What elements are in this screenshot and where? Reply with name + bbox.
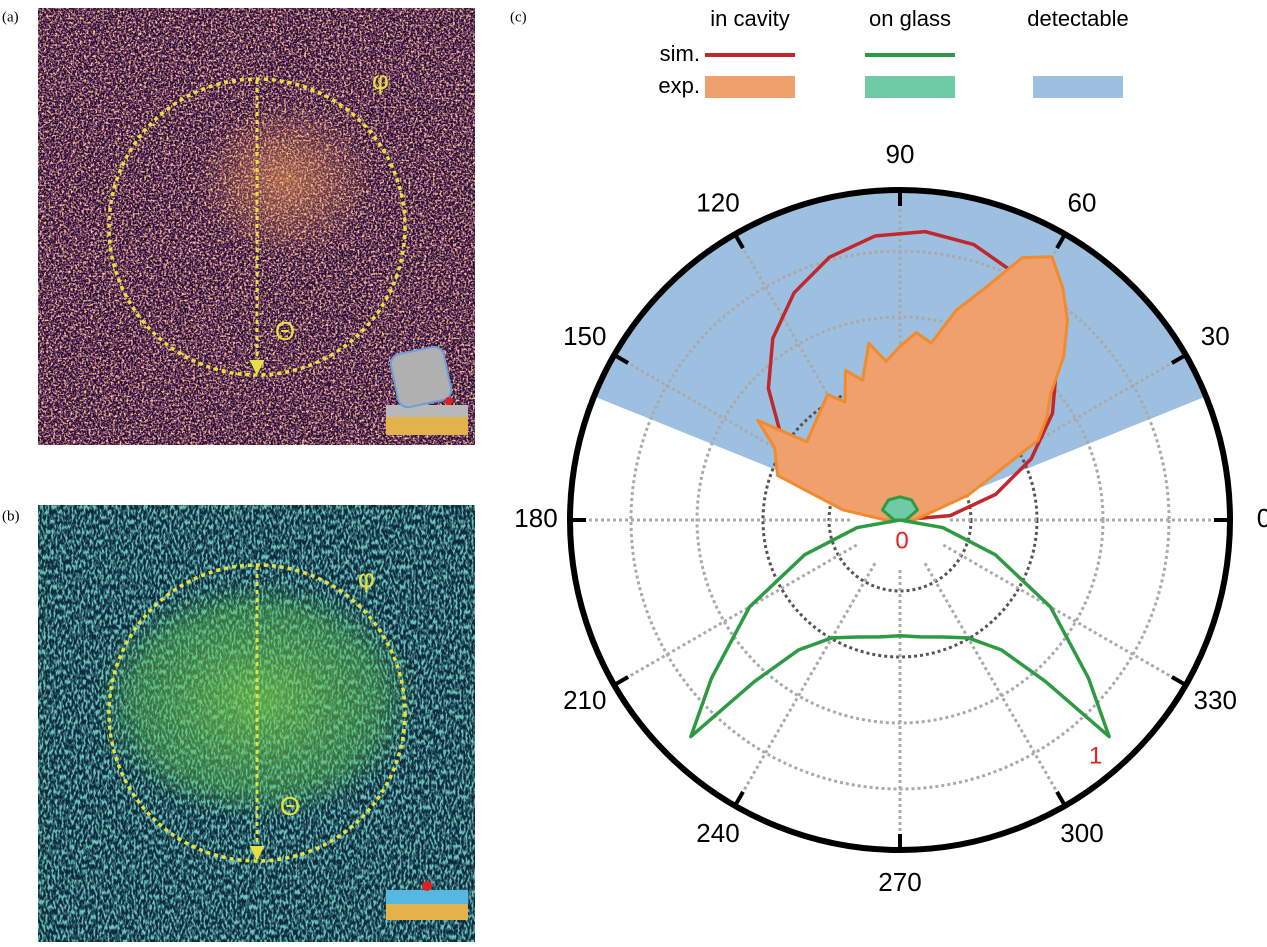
figure: φ Θ (a) φ Θ (b) (c) in cavity on glass det…	[0, 0, 1267, 942]
legend-header: on glass	[869, 6, 951, 31]
grid-spoke	[943, 545, 1185, 685]
phi-label: φ	[372, 65, 389, 95]
legend-swatch	[865, 76, 955, 98]
angle-tick-label: 210	[563, 685, 606, 715]
phi-label: φ	[358, 563, 375, 593]
angle-tick	[614, 677, 628, 685]
angle-tick-label: 60	[1068, 188, 1097, 218]
panel-label: (a)	[2, 9, 19, 25]
panel-a: φ Θ (a)	[2, 8, 475, 445]
theta-label: Θ	[275, 316, 295, 346]
angle-tick-label: 300	[1060, 818, 1103, 848]
angle-tick-label: 90	[886, 139, 915, 169]
angle-tick	[735, 792, 743, 806]
r-tick-label: 1	[1089, 742, 1102, 769]
legend-swatch	[705, 76, 795, 98]
inset-emitter	[422, 881, 432, 891]
angle-tick-label: 240	[696, 818, 739, 848]
angle-tick-label: 270	[878, 867, 921, 897]
legend-row-label: exp.	[658, 73, 700, 98]
legend-header: detectable	[1027, 6, 1129, 31]
inset-glass	[386, 890, 468, 904]
inset-cube	[389, 345, 453, 409]
legend-swatch	[1033, 76, 1123, 98]
r-tick-label: 0	[895, 527, 908, 554]
angle-tick-label: 330	[1194, 685, 1237, 715]
angle-tick-label: 30	[1201, 321, 1230, 351]
inset-layer	[386, 405, 468, 417]
angle-tick-label: 0	[1257, 503, 1267, 533]
theta-label: Θ	[280, 791, 300, 821]
legend-header: in cavity	[710, 6, 789, 31]
angle-tick	[1057, 792, 1065, 806]
legend-row-label: sim.	[660, 41, 700, 66]
inset-emitter	[445, 397, 453, 405]
grid-spoke	[614, 545, 856, 685]
angle-tick-label: 150	[563, 321, 606, 351]
polar-chart: in cavity on glass detectable sim. exp. 0 30 60…	[514, 6, 1267, 897]
angle-tick-label: 120	[696, 188, 739, 218]
angle-tick-label: 180	[514, 503, 557, 533]
panel-b: φ Θ (b)	[2, 505, 475, 942]
panel-label: (b)	[2, 508, 20, 524]
angle-tick	[1172, 677, 1186, 685]
image-a-glow	[195, 100, 375, 260]
panel-label: (c)	[510, 9, 527, 25]
